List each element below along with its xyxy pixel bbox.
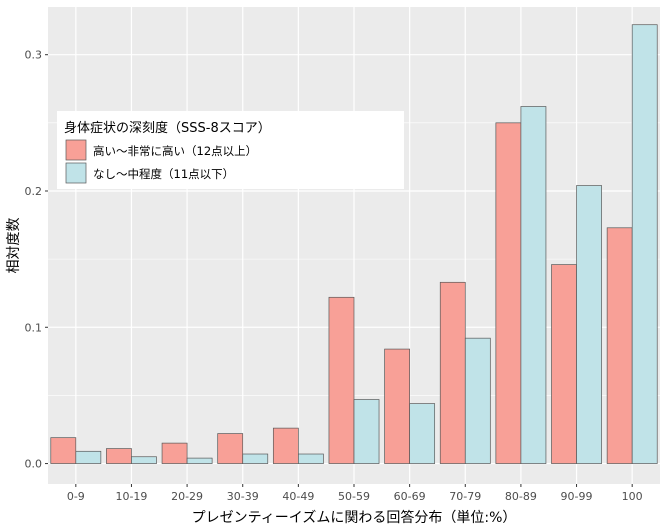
bar-none-0-9 <box>75 450 102 464</box>
legend-key-high <box>65 139 87 161</box>
legend-label-high: 高い～非常に高い（12点以上） <box>93 144 257 158</box>
x-tick-label: 100 <box>622 490 643 503</box>
bar-none-50-59 <box>353 399 380 464</box>
bar-high-90-99 <box>551 264 577 464</box>
bar-none-60-69 <box>409 403 436 464</box>
legend-title: 身体症状の深刻度（SSS-8スコア） <box>64 120 271 136</box>
bar-none-20-29 <box>186 457 213 464</box>
bar-none-40-49 <box>298 453 324 464</box>
legend-label-none: なし～中程度（11点以下） <box>93 167 234 181</box>
bar-high-20-29 <box>161 442 188 464</box>
bar-none-90-99 <box>576 185 602 464</box>
legend-key-none <box>65 162 87 184</box>
legend: 身体症状の深刻度（SSS-8スコア） 高い～非常に高い（12点以上） なし～中程… <box>57 111 404 189</box>
x-axis-title: プレゼンティーイズムに関わる回答分布（単位:%） <box>192 509 517 526</box>
x-tick-label: 30-39 <box>227 490 259 503</box>
x-tick-label: 20-29 <box>171 490 203 503</box>
bar-none-70-79 <box>464 337 491 464</box>
legend-background <box>57 111 404 189</box>
bar-high-0-9 <box>50 437 77 464</box>
bar-high-70-79 <box>439 281 466 464</box>
bar-none-80-89 <box>520 106 547 464</box>
bar-none-100 <box>631 24 658 464</box>
x-tick-label: 40-49 <box>282 490 314 503</box>
x-tick-label: 50-59 <box>338 490 370 503</box>
y-tick-label: 0.0 <box>25 458 43 471</box>
x-tick-label: 60-69 <box>394 490 426 503</box>
x-tick-label: 80-89 <box>505 490 537 503</box>
x-tick-label: 10-19 <box>115 490 147 503</box>
x-tick-label: 90-99 <box>561 490 593 503</box>
bar-none-10-19 <box>131 456 157 464</box>
bar-high-60-69 <box>384 348 410 464</box>
x-axis-ticks: 0-9 10-19 20-29 30-39 40-49 50-59 60-69 70-79 80… <box>67 484 643 503</box>
y-axis-ticks: 0.0 0.1 0.2 0.3 <box>25 49 48 471</box>
x-tick-label: 70-79 <box>449 490 481 503</box>
y-axis-title: 相対度数 <box>6 218 22 274</box>
x-tick-label: 0-9 <box>67 490 85 503</box>
y-tick-label: 0.3 <box>25 49 43 62</box>
bar-high-100 <box>606 227 633 464</box>
bars <box>50 24 658 464</box>
y-tick-label: 0.2 <box>25 185 43 198</box>
bar-high-30-39 <box>217 433 244 464</box>
bar-high-10-19 <box>106 448 132 464</box>
bar-none-30-39 <box>242 453 269 464</box>
bar-high-50-59 <box>328 296 355 464</box>
y-tick-label: 0.1 <box>25 321 43 334</box>
bar-high-80-89 <box>495 122 522 464</box>
bar-high-40-49 <box>272 427 299 464</box>
